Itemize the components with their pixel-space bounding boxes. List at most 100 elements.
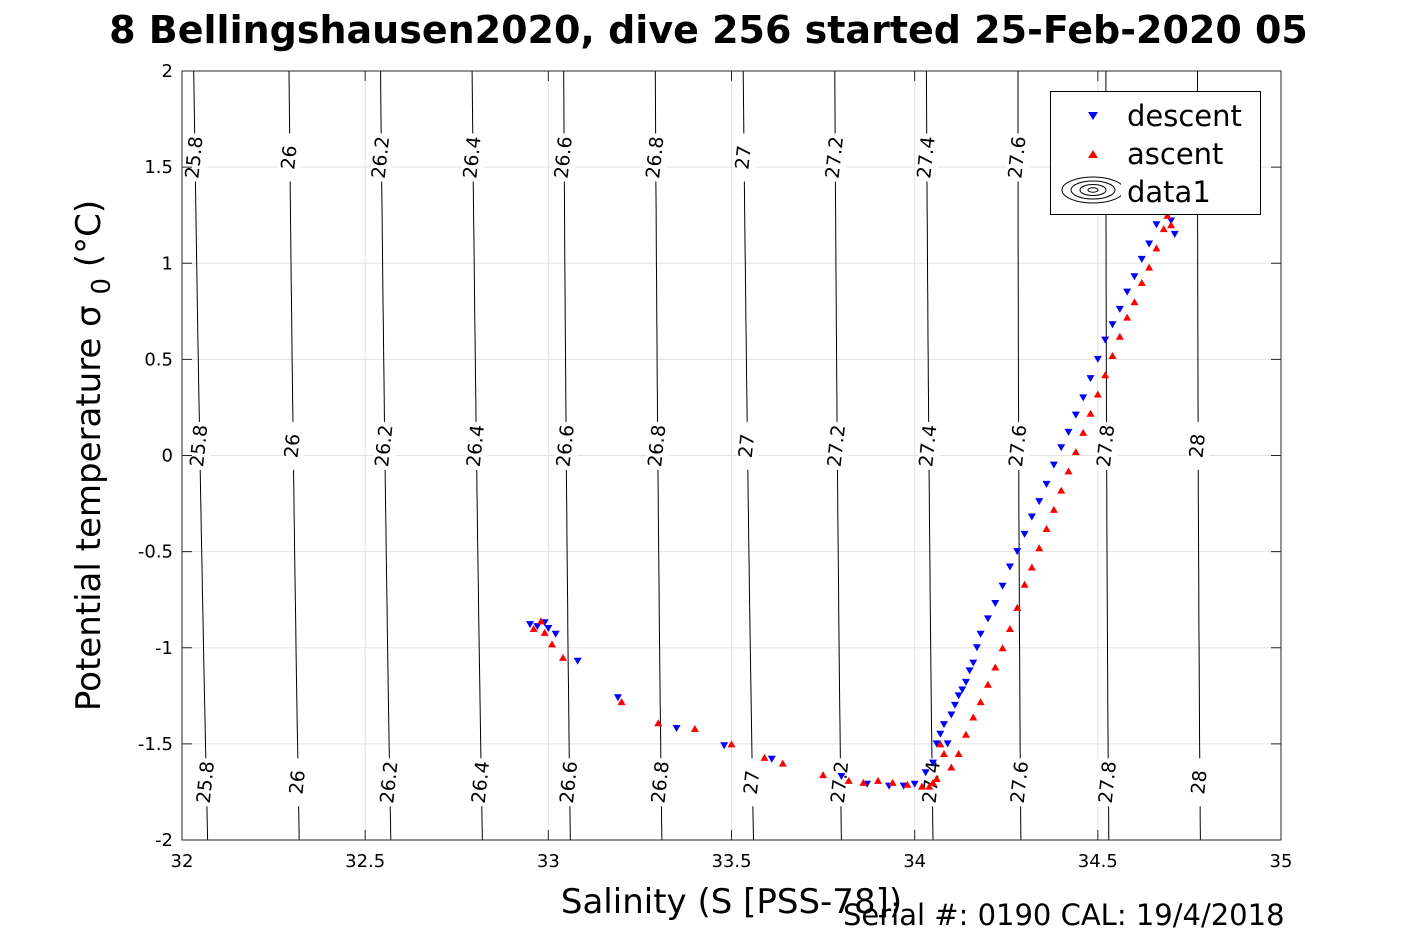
descent-marker-icon <box>1088 112 1098 120</box>
contour-label: 26.2 <box>368 135 394 179</box>
contour-label: 25.8 <box>181 135 207 179</box>
ascent-point <box>936 740 945 748</box>
contour-label-bg <box>287 758 310 807</box>
contour-label-bg <box>1095 421 1118 470</box>
contour-label: 27.4 <box>913 135 939 179</box>
contour-label: 27.8 <box>1093 424 1119 468</box>
serial-calibration-note: Serial #: 0190 CAL: 19/4/2018 <box>843 898 1285 932</box>
contour-label-bg <box>370 133 393 182</box>
contour-label-bg <box>741 758 764 807</box>
ascent-point <box>1086 409 1095 417</box>
contour-label-bg <box>558 758 581 807</box>
descent-point <box>1057 444 1066 452</box>
descent-point <box>526 621 535 629</box>
ascent-point <box>844 776 853 784</box>
descent-point <box>1123 288 1132 296</box>
contour-label-bg <box>462 133 485 182</box>
contour-label: 26.6 <box>551 135 577 179</box>
descent-point <box>998 582 1007 590</box>
contour-label: 26.8 <box>642 135 668 179</box>
descent-point <box>720 742 729 750</box>
contour-label: 27.2 <box>822 135 848 179</box>
legend-entry-descent: descent <box>1051 96 1260 134</box>
ascent-point <box>969 713 978 721</box>
descent-point <box>991 600 1000 608</box>
ascent-point <box>1027 563 1036 571</box>
descent-point <box>961 678 970 686</box>
contour-label: 26.8 <box>647 760 673 804</box>
ascent-point <box>932 774 941 782</box>
contour-label-bg <box>1007 421 1030 470</box>
ascent-point <box>1145 263 1154 271</box>
contour-label: 26.8 <box>644 424 670 468</box>
ascent-point <box>558 653 567 661</box>
contour-label-bg <box>555 421 578 470</box>
descent-point <box>1064 428 1073 436</box>
contour-label-bg <box>378 758 401 807</box>
contour-label-bg <box>1188 758 1211 807</box>
contour-label: 28 <box>1185 433 1209 459</box>
contour-label-bg <box>829 758 852 807</box>
contour-label-bg <box>736 421 759 470</box>
ascent-point <box>874 776 883 784</box>
contour-label-bg <box>470 758 493 807</box>
y-tick-label: 0 <box>162 446 173 467</box>
descent-point <box>1071 411 1080 419</box>
y-tick-label: 1.5 <box>144 157 173 178</box>
ascent-point <box>888 778 897 786</box>
ascent-point <box>939 749 948 757</box>
ascent-marker-icon <box>1088 150 1098 158</box>
contour-label-bg <box>915 133 938 182</box>
y-tick-label: -1 <box>155 638 173 659</box>
descent-point <box>983 615 992 623</box>
ascent-point <box>947 763 956 771</box>
descent-point <box>965 667 974 675</box>
contour-label: 27.4 <box>915 424 941 468</box>
contour-label-bg <box>917 421 940 470</box>
descent-point <box>976 630 985 638</box>
contour-label-bg <box>733 133 756 182</box>
ascent-point <box>1137 278 1146 286</box>
contour-label-bg <box>1009 758 1032 807</box>
y-tick-label: -1.5 <box>138 734 173 755</box>
legend-entry-ascent: ascent <box>1051 134 1260 172</box>
contour-label: 26.4 <box>459 135 485 179</box>
contour-label-bg <box>650 758 673 807</box>
descent-point <box>1086 375 1095 383</box>
ascent-point <box>1020 580 1029 588</box>
contour-label: 27.6 <box>1004 135 1030 179</box>
contour-label: 27 <box>735 433 759 459</box>
descent-point <box>1137 255 1146 263</box>
legend-label-ascent: ascent <box>1127 137 1224 171</box>
contour-label-bg <box>188 421 211 470</box>
descent-point <box>954 692 963 700</box>
ascent-point <box>1064 467 1073 475</box>
legend-entry-data1: data1 <box>1051 172 1260 210</box>
descent-point <box>1145 240 1154 248</box>
contour-label: 27 <box>731 144 755 170</box>
ascent-point <box>1152 244 1161 252</box>
descent-point <box>1167 217 1176 225</box>
contour-label: 26 <box>280 433 304 459</box>
descent-point <box>1020 530 1029 538</box>
y-axis-label: Potential temperature σ 0 (°C) <box>69 200 117 711</box>
contour-label-bg <box>465 421 488 470</box>
contour-label: 26.6 <box>556 760 582 804</box>
contour-label: 26 <box>277 144 301 170</box>
ascent-point <box>903 780 912 788</box>
descent-point <box>1093 355 1102 363</box>
descent-point <box>1013 548 1022 556</box>
descent-point <box>544 625 553 633</box>
contour-label: 27.6 <box>1007 760 1033 804</box>
ascent-point <box>760 753 769 761</box>
series-ascent <box>529 211 1176 790</box>
ascent-point <box>1159 225 1168 233</box>
ascent-point <box>540 628 549 636</box>
ascent-point <box>1079 428 1088 436</box>
descent-point <box>969 659 978 667</box>
ascent-point <box>991 663 1000 671</box>
x-tick-label: 33 <box>537 851 560 872</box>
contour-label: 26.2 <box>371 424 397 468</box>
descent-point <box>1108 321 1117 329</box>
contour-label: 26.4 <box>463 424 489 468</box>
